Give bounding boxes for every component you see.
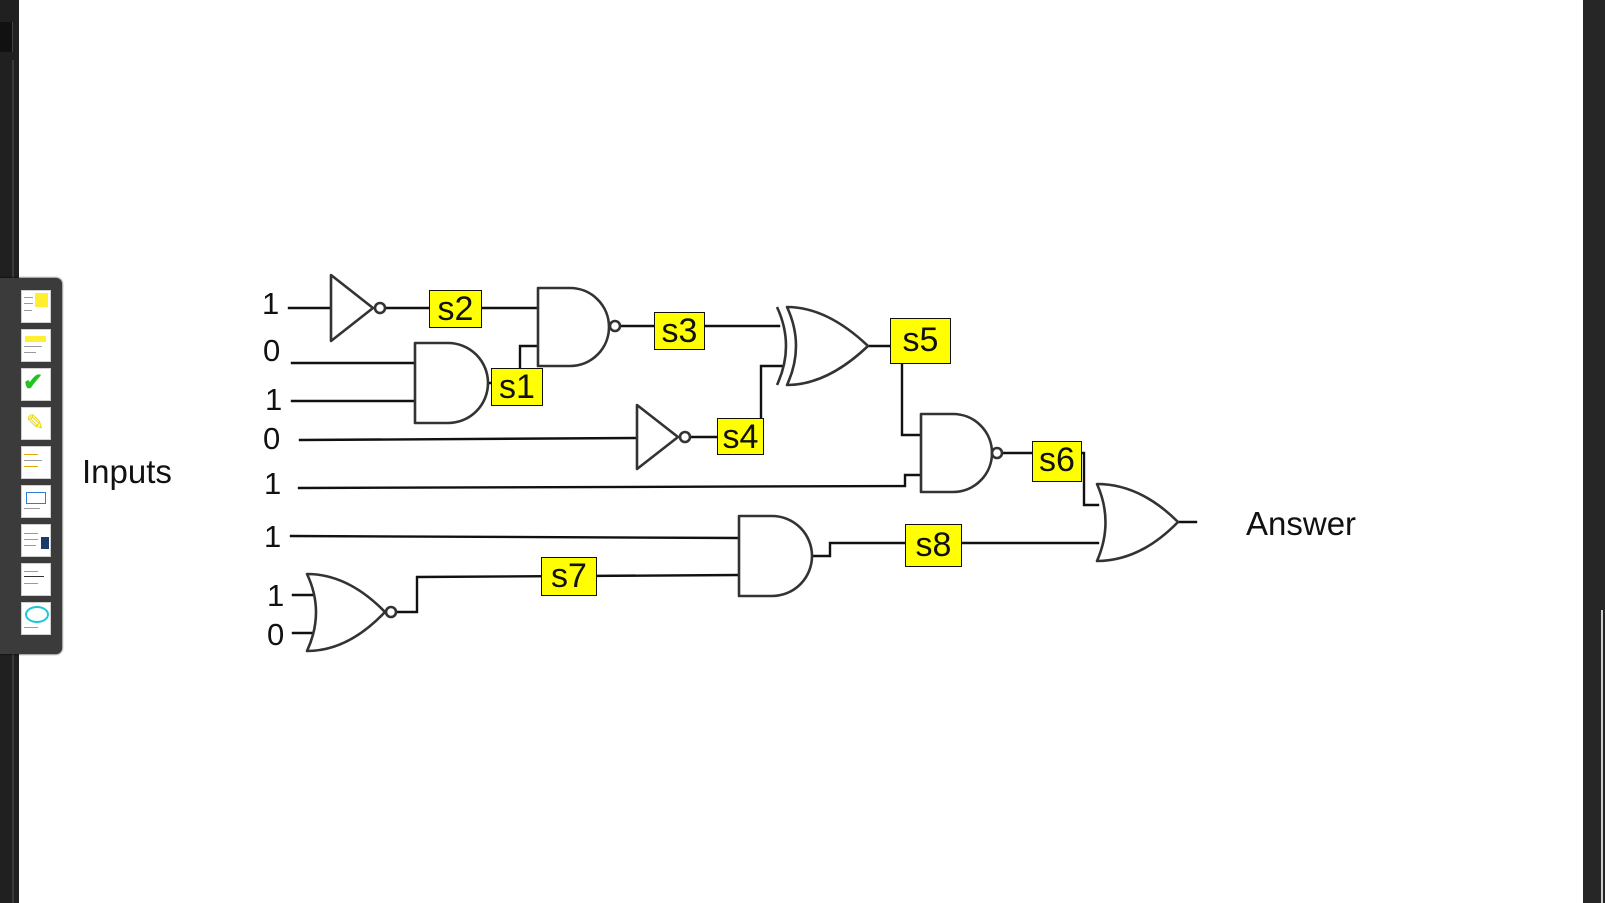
xor-gate: [785, 305, 870, 387]
wire-in4: [298, 436, 638, 442]
logic-circuit-diagram: [287, 273, 1198, 653]
input-value-5: 1: [264, 466, 282, 501]
input-value-6: 1: [264, 519, 282, 554]
signal-tag-s6: s6: [1032, 441, 1082, 482]
signal-tag-s5: s5: [890, 318, 951, 364]
wire-s5: [868, 344, 922, 437]
slide-thumbnail-6[interactable]: [21, 485, 51, 518]
signal-tag-s7: s7: [541, 557, 597, 596]
input-value-2: 0: [263, 333, 281, 368]
thumbnail-note-icon: [35, 293, 48, 307]
input-value-7: 1: [267, 578, 285, 613]
slide-canvas: 1 0 1 0 1 1 1 0 Inputs Answer s2 s1 s3 s…: [19, 0, 1583, 903]
signal-tag-s2: s2: [429, 290, 482, 328]
thumbnail-check-icon: ✔: [23, 369, 44, 396]
thumbnail-note-icon: [25, 336, 46, 342]
signal-tag-s3: s3: [654, 312, 705, 350]
slide-thumbnail-2[interactable]: [21, 329, 51, 362]
thumbnail-image-icon: [41, 537, 49, 549]
input-value-4: 0: [263, 421, 281, 456]
wire-in6: [289, 534, 740, 540]
slide-thumbnail-8[interactable]: [21, 563, 51, 596]
nor-gate-bubble: [384, 605, 398, 619]
nand-gate-2: [919, 412, 994, 494]
answer-label: Answer: [1246, 505, 1357, 542]
xor-gate-extra-arc: [775, 306, 788, 386]
wire-s8: [810, 541, 1100, 558]
not-gate-2-bubble: [678, 430, 692, 444]
input-value-3: 1: [265, 382, 283, 417]
nand-gate-1: [536, 286, 611, 368]
or-gate: [1095, 482, 1180, 563]
inputs-label: Inputs: [82, 453, 172, 490]
thumbnail-circle-icon: [25, 606, 49, 623]
slide-thumbnail-9[interactable]: [21, 602, 51, 635]
nor-gate: [305, 572, 387, 653]
slide-thumbnail-4[interactable]: ✎: [21, 407, 51, 440]
signal-tag-s1: s1: [491, 368, 543, 406]
input-value-1: 1: [262, 286, 280, 321]
slide-thumbnail-3[interactable]: ✔: [21, 368, 51, 401]
slide-thumbnail-panel: ✔ ✎: [0, 278, 62, 654]
thumbnail-pencil-icon: ✎: [26, 410, 45, 435]
thumbnail-box-icon: [26, 492, 46, 504]
and-gate-1: [413, 341, 490, 425]
slide-thumbnail-7[interactable]: [21, 524, 51, 557]
window-right-edge: [1583, 0, 1605, 903]
slide-thumbnail-5[interactable]: [21, 446, 51, 479]
input-value-8: 0: [267, 617, 285, 652]
signal-tag-s8: s8: [905, 524, 962, 567]
slide-thumbnail-1[interactable]: [21, 290, 51, 323]
nand-gate-1-bubble: [608, 319, 622, 333]
not-gate-1-bubble: [373, 301, 387, 315]
not-gate-2: [635, 403, 680, 471]
not-gate-1: [329, 273, 375, 343]
window-edge-handle[interactable]: [0, 22, 13, 52]
nand-gate-2-bubble: [990, 446, 1004, 460]
wire-in5: [297, 473, 922, 490]
signal-tag-s4: s4: [717, 418, 764, 456]
and-gate-2: [737, 514, 814, 598]
window-right-edge-line: [1601, 610, 1603, 903]
